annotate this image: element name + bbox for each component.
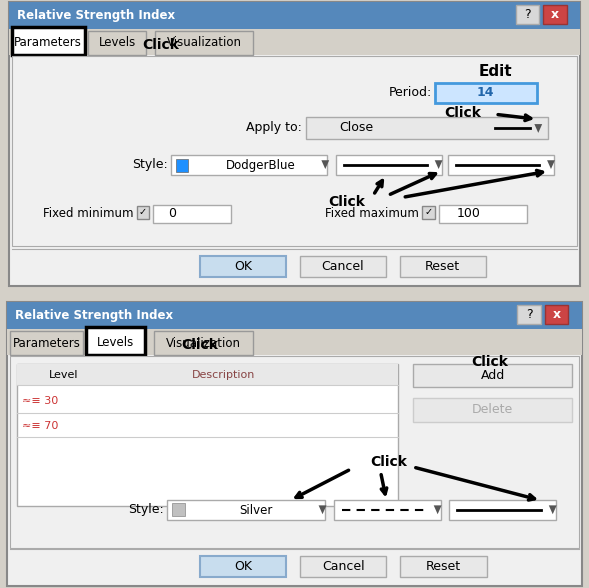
Text: 100: 100 — [456, 208, 480, 220]
Text: ✓: ✓ — [139, 207, 147, 217]
FancyBboxPatch shape — [171, 155, 327, 175]
Polygon shape — [322, 161, 329, 169]
FancyBboxPatch shape — [306, 117, 548, 139]
Text: Close: Close — [339, 122, 373, 135]
Text: Cancel: Cancel — [322, 560, 365, 573]
Text: 14: 14 — [477, 86, 494, 99]
FancyBboxPatch shape — [401, 556, 487, 577]
Text: Delete: Delete — [472, 403, 514, 416]
Polygon shape — [534, 124, 542, 133]
Text: ≈≡ 30: ≈≡ 30 — [22, 396, 59, 406]
Text: Fixed minimum: Fixed minimum — [43, 206, 134, 219]
FancyBboxPatch shape — [448, 155, 554, 175]
Text: Parameters: Parameters — [12, 336, 81, 349]
FancyBboxPatch shape — [545, 305, 568, 325]
FancyBboxPatch shape — [12, 28, 85, 55]
Text: Click: Click — [445, 106, 481, 121]
Text: Click: Click — [471, 355, 508, 369]
Text: Style:: Style: — [128, 503, 164, 516]
FancyBboxPatch shape — [9, 29, 580, 55]
Polygon shape — [547, 161, 555, 169]
FancyBboxPatch shape — [300, 256, 386, 278]
FancyBboxPatch shape — [172, 503, 185, 516]
Text: Levels: Levels — [98, 36, 136, 49]
FancyBboxPatch shape — [6, 302, 583, 329]
FancyBboxPatch shape — [336, 155, 442, 175]
Text: Visualization: Visualization — [167, 36, 241, 49]
FancyBboxPatch shape — [137, 206, 150, 219]
FancyBboxPatch shape — [153, 205, 231, 223]
Polygon shape — [319, 505, 326, 514]
FancyBboxPatch shape — [176, 159, 188, 172]
Text: Click: Click — [143, 38, 180, 52]
Text: Apply to:: Apply to: — [246, 121, 302, 133]
Polygon shape — [434, 505, 442, 514]
Polygon shape — [549, 505, 557, 514]
FancyBboxPatch shape — [300, 556, 386, 577]
Text: DodgerBlue: DodgerBlue — [226, 159, 296, 172]
FancyBboxPatch shape — [422, 206, 435, 219]
Text: ?: ? — [524, 8, 531, 21]
FancyBboxPatch shape — [516, 5, 540, 25]
Text: ?: ? — [526, 308, 532, 321]
FancyBboxPatch shape — [12, 56, 577, 246]
Text: Description: Description — [191, 369, 255, 379]
FancyBboxPatch shape — [335, 500, 441, 520]
Text: Parameters: Parameters — [14, 35, 82, 49]
FancyBboxPatch shape — [543, 5, 567, 25]
Text: Reset: Reset — [425, 260, 460, 273]
Text: ≈≡ 70: ≈≡ 70 — [22, 420, 59, 430]
FancyBboxPatch shape — [435, 83, 537, 102]
Text: x: x — [551, 8, 559, 21]
Text: Reset: Reset — [426, 560, 461, 573]
Text: x: x — [552, 308, 561, 321]
FancyBboxPatch shape — [167, 500, 325, 520]
FancyBboxPatch shape — [413, 398, 573, 422]
FancyBboxPatch shape — [154, 331, 253, 355]
Text: Silver: Silver — [239, 504, 272, 517]
FancyBboxPatch shape — [9, 331, 84, 355]
FancyBboxPatch shape — [6, 329, 583, 355]
Text: Relative Strength Index: Relative Strength Index — [15, 309, 173, 322]
Text: 0: 0 — [168, 208, 176, 220]
Text: Cancel: Cancel — [322, 260, 364, 273]
Text: Level: Level — [49, 369, 78, 379]
FancyBboxPatch shape — [6, 302, 583, 586]
Text: OK: OK — [234, 560, 252, 573]
Text: Edit: Edit — [478, 64, 512, 79]
Text: Fixed maximum: Fixed maximum — [325, 206, 419, 219]
Text: Period:: Period: — [389, 86, 432, 99]
FancyBboxPatch shape — [399, 256, 485, 278]
FancyBboxPatch shape — [200, 556, 286, 577]
FancyBboxPatch shape — [517, 305, 541, 325]
Text: Style:: Style: — [132, 158, 168, 171]
Text: Click: Click — [181, 338, 218, 352]
Text: ✓: ✓ — [424, 207, 432, 217]
Text: Levels: Levels — [97, 336, 134, 349]
FancyBboxPatch shape — [449, 500, 555, 520]
Text: OK: OK — [234, 260, 252, 273]
Polygon shape — [435, 161, 442, 169]
Text: Add: Add — [481, 369, 505, 382]
FancyBboxPatch shape — [9, 2, 580, 286]
FancyBboxPatch shape — [87, 328, 145, 355]
FancyBboxPatch shape — [16, 364, 398, 385]
Text: Visualization: Visualization — [166, 336, 241, 349]
Text: Click: Click — [370, 455, 407, 469]
FancyBboxPatch shape — [155, 31, 253, 55]
FancyBboxPatch shape — [413, 364, 573, 387]
Text: Relative Strength Index: Relative Strength Index — [16, 9, 175, 22]
FancyBboxPatch shape — [9, 356, 580, 547]
FancyBboxPatch shape — [16, 364, 398, 506]
Text: Click: Click — [328, 195, 365, 209]
FancyBboxPatch shape — [439, 205, 527, 223]
FancyBboxPatch shape — [200, 256, 286, 278]
FancyBboxPatch shape — [88, 31, 147, 55]
FancyBboxPatch shape — [9, 2, 580, 29]
